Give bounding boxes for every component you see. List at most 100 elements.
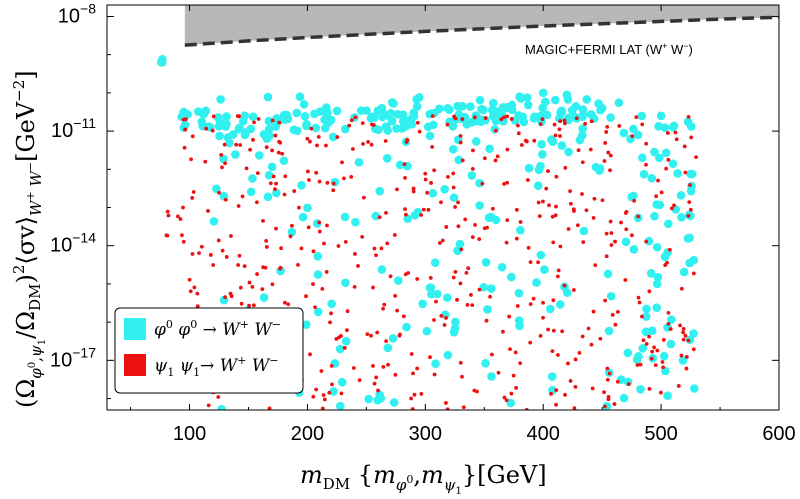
- point-psi1: [602, 159, 607, 163]
- point-psi1: [277, 120, 282, 125]
- point-psi1: [536, 260, 541, 265]
- point-psi1: [687, 200, 692, 205]
- x-axis-title: mDM {mφ0,mψ1}[GeV]: [300, 461, 547, 497]
- point-psi1: [311, 394, 316, 399]
- point-psi1: [264, 245, 269, 249]
- point-phi0: [677, 213, 686, 222]
- point-phi0: [397, 124, 407, 133]
- point-psi1: [304, 294, 308, 299]
- point-psi1: [644, 342, 649, 346]
- point-psi1: [220, 248, 225, 253]
- point-psi1: [223, 161, 227, 166]
- point-psi1: [515, 304, 520, 308]
- point-psi1: [229, 294, 234, 299]
- point-phi0: [264, 116, 274, 126]
- point-psi1: [342, 176, 346, 181]
- point-psi1: [451, 275, 456, 280]
- point-phi0: [449, 327, 459, 337]
- point-phi0: [507, 100, 517, 110]
- point-phi0: [451, 317, 460, 327]
- point-phi0: [223, 133, 233, 142]
- limit-curve-layer: [184, 15, 779, 47]
- point-psi1: [528, 302, 533, 307]
- point-psi1: [419, 391, 424, 396]
- point-phi0: [383, 343, 393, 353]
- point-psi1: [415, 120, 420, 125]
- point-phi0: [292, 126, 302, 136]
- point-phi0: [538, 88, 548, 98]
- point-psi1: [558, 134, 562, 138]
- point-phi0: [327, 299, 336, 309]
- point-psi1: [286, 302, 291, 307]
- point-phi0: [328, 132, 338, 142]
- point-psi1: [412, 392, 417, 397]
- point-phi0: [641, 327, 651, 337]
- point-psi1: [405, 137, 410, 142]
- point-psi1: [604, 130, 609, 134]
- point-psi1: [395, 187, 399, 192]
- point-psi1: [444, 401, 448, 405]
- point-phi0: [647, 173, 657, 183]
- point-psi1: [626, 382, 631, 386]
- point-phi0: [337, 377, 347, 387]
- point-phi0: [382, 153, 392, 163]
- point-phi0: [646, 269, 656, 278]
- point-phi0: [606, 113, 615, 122]
- point-psi1: [317, 220, 322, 225]
- point-psi1: [655, 348, 660, 353]
- point-phi0: [248, 174, 257, 183]
- point-psi1: [336, 244, 341, 248]
- point-psi1: [584, 208, 589, 213]
- point-phi0: [523, 100, 533, 110]
- point-psi1: [566, 227, 571, 231]
- point-psi1: [562, 121, 567, 126]
- point-phi0: [638, 344, 648, 353]
- point-psi1: [613, 322, 618, 327]
- point-phi0: [403, 214, 412, 224]
- point-phi0: [443, 103, 452, 113]
- point-psi1: [445, 122, 450, 127]
- point-phi0: [666, 339, 676, 349]
- point-psi1: [222, 142, 227, 147]
- point-phi0: [636, 384, 645, 394]
- point-phi0: [659, 351, 669, 361]
- point-psi1: [661, 365, 666, 370]
- point-psi1: [557, 127, 562, 132]
- point-psi1: [456, 200, 460, 205]
- point-psi1: [659, 390, 663, 395]
- point-phi0: [287, 227, 297, 237]
- point-psi1: [461, 405, 466, 410]
- point-psi1: [247, 280, 252, 285]
- point-psi1: [593, 263, 598, 268]
- point-phi0: [556, 108, 565, 118]
- point-phi0: [644, 236, 654, 246]
- point-psi1: [178, 217, 183, 221]
- point-psi1: [403, 175, 407, 180]
- point-psi1: [411, 371, 415, 376]
- y-axis-title: (Ωφ0,ψ1/ΩDM)2⟨σv⟩W+ W−[GeV−2]: [10, 70, 48, 408]
- point-psi1: [343, 239, 348, 244]
- point-psi1: [591, 309, 596, 314]
- point-psi1: [311, 282, 315, 287]
- point-psi1: [381, 364, 386, 369]
- point-psi1: [691, 271, 696, 276]
- point-psi1: [451, 185, 456, 190]
- point-phi0: [532, 278, 541, 287]
- point-psi1: [606, 395, 611, 399]
- point-phi0: [538, 150, 547, 159]
- point-phi0: [442, 293, 452, 302]
- point-psi1: [345, 328, 349, 333]
- point-phi0: [259, 293, 269, 302]
- point-phi0: [629, 124, 638, 134]
- point-phi0: [364, 394, 373, 404]
- point-psi1: [381, 306, 385, 311]
- point-phi0: [547, 135, 556, 144]
- point-psi1: [636, 295, 641, 300]
- point-psi1: [630, 233, 634, 238]
- point-psi1: [537, 214, 542, 218]
- point-psi1: [187, 277, 192, 282]
- point-phi0: [577, 131, 587, 140]
- point-psi1: [234, 142, 239, 147]
- point-psi1: [571, 288, 576, 292]
- point-psi1: [409, 352, 414, 356]
